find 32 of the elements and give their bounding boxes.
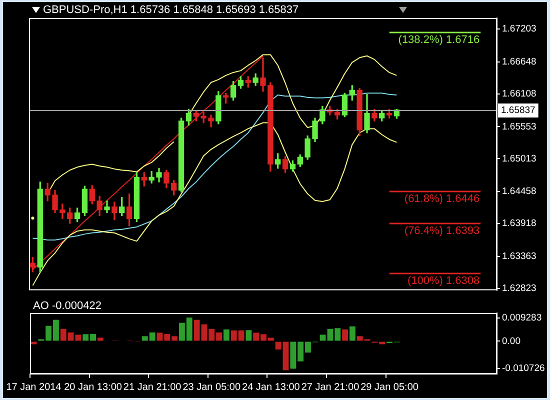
- x-tick-label: 29 Jan 05:00: [360, 382, 419, 393]
- ref-line-label: (76.4%) 1.6393: [404, 225, 480, 238]
- ref-line-label: 1.65837: [501, 105, 536, 116]
- y-tick-label: 1.64458: [502, 186, 536, 198]
- y-tick-label: 1.65553: [502, 121, 536, 132]
- y-tick-label: 1.67203: [502, 24, 536, 35]
- ref-line-label: (138.2%) 1.6716: [398, 34, 480, 46]
- bar: [246, 330, 252, 341]
- y-tick-label: 0.009283: [502, 312, 542, 324]
- ref-line-label: (61.8%) 1.6446: [404, 193, 480, 206]
- bar: [342, 329, 348, 341]
- x-tick-label: 27 Jan 21:00: [301, 382, 360, 393]
- bar: [97, 338, 104, 341]
- bar: [30, 342, 37, 344]
- y-tick-label: 1.65013: [502, 153, 536, 164]
- y-tick-label: 1.63918: [502, 218, 536, 230]
- y-tick-label: -0.010726: [502, 362, 545, 374]
- y-tick-label: 1.66108: [502, 88, 536, 100]
- y-tick-label: 0.00: [502, 336, 520, 347]
- y-tick-label: 1.62823: [502, 282, 536, 294]
- bar: [349, 326, 356, 341]
- bar: [223, 329, 230, 341]
- chart-title: GBPUSD-Pro,H1 1.65736 1.65848 1.65693 1.65837: [43, 4, 299, 16]
- x-tick-label: 23 Jan 05:00: [182, 382, 241, 393]
- y-tick-label: 1.66648: [502, 56, 536, 68]
- y-tick-label: 1.63363: [502, 251, 536, 262]
- x-tick-label: 17 Jan 2014: [6, 382, 62, 393]
- ref-line-label: (100%) 1.6308: [407, 275, 480, 288]
- x-tick-label: 20 Jan 13:00: [64, 382, 122, 393]
- chart-title: AO -0.000422: [33, 300, 102, 312]
- x-tick-label: 21 Jan 21:00: [123, 382, 182, 393]
- x-tick-label: 24 Jan 13:00: [242, 382, 300, 393]
